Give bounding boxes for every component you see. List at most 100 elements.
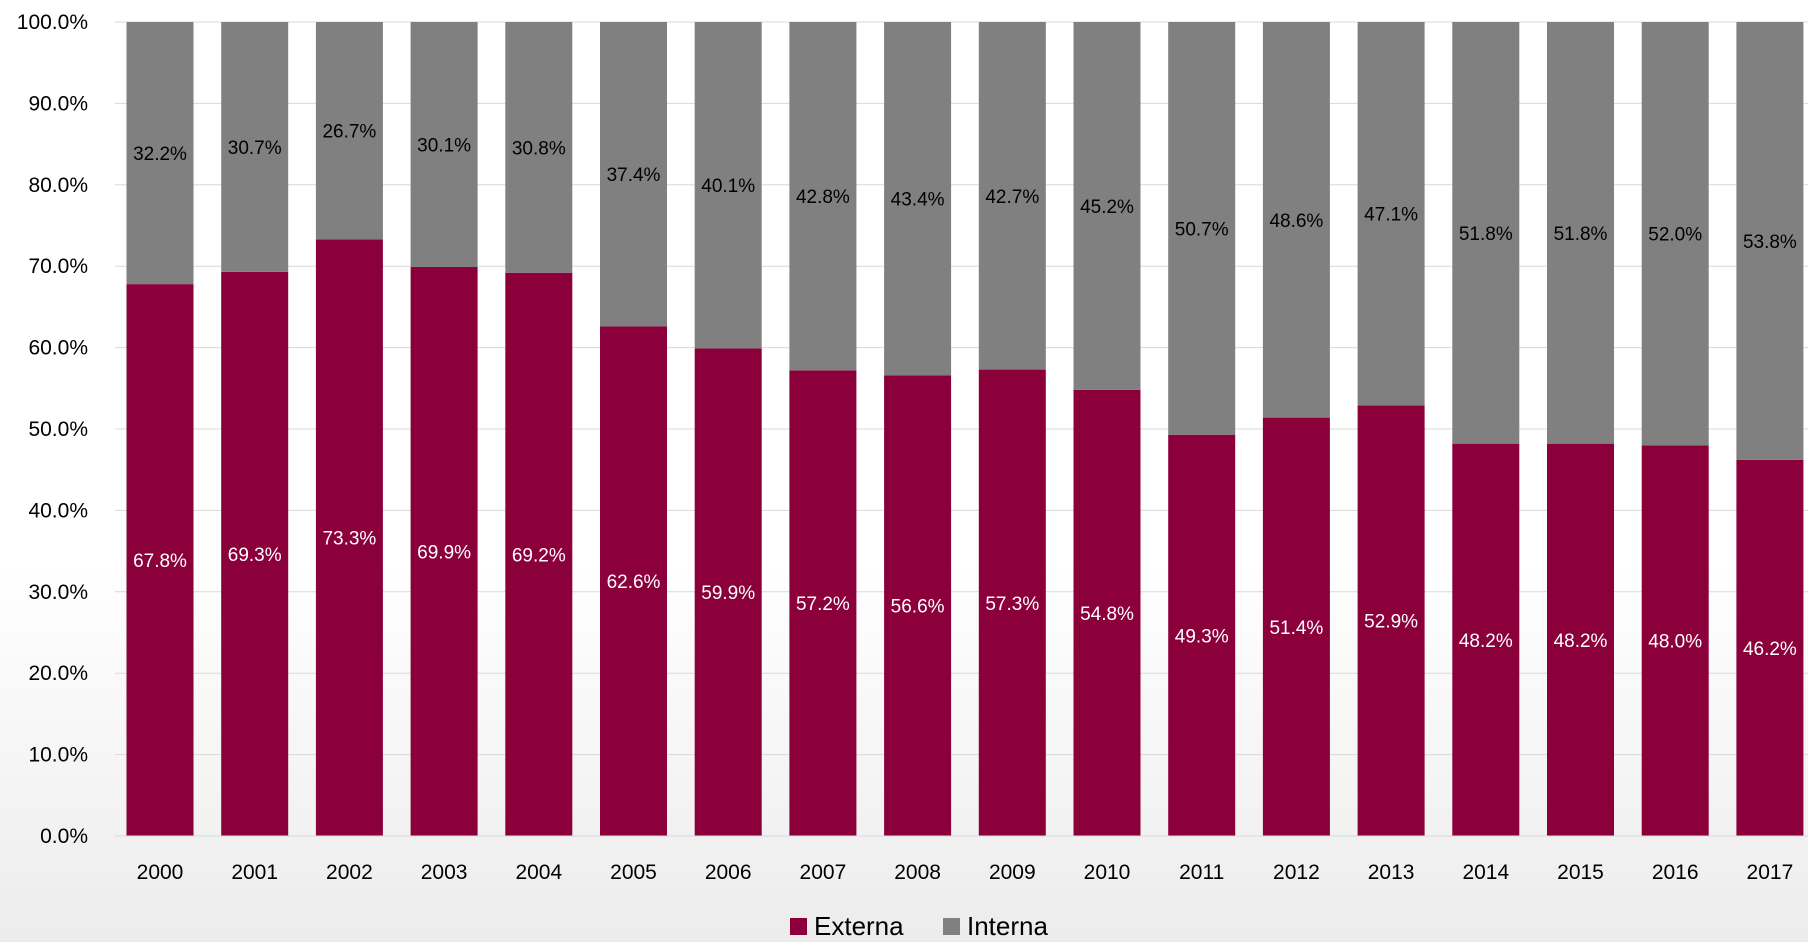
y-tick-label: 0.0%: [40, 825, 88, 848]
bar-interna: [1547, 22, 1614, 444]
bar-interna: [126, 22, 194, 285]
x-tick-label: 2013: [1368, 861, 1415, 884]
x-tick-label: 2009: [989, 861, 1036, 884]
bar-interna: [1357, 22, 1425, 406]
x-tick-label: 2014: [1462, 861, 1509, 884]
data-label-interna: 40.1%: [701, 176, 755, 197]
y-tick-label: 20.0%: [28, 662, 88, 685]
bar-externa: [1262, 417, 1330, 836]
bar-interna: [694, 22, 762, 349]
data-label-interna: 52.0%: [1648, 225, 1702, 246]
data-label-interna: 51.8%: [1554, 224, 1608, 245]
x-tick-label: 2005: [610, 861, 657, 884]
y-axis: 0.0% 10.0% 20.0% 30.0% 40.0% 50.0% 60.0% 70.0% 8…: [17, 11, 88, 848]
bar-externa: [1547, 443, 1614, 836]
data-label-externa: 49.3%: [1175, 626, 1229, 647]
x-tick-label: 2001: [231, 861, 278, 884]
y-tick-label: 50.0%: [28, 418, 88, 441]
bar-interna: [1736, 22, 1804, 460]
bar-externa: [221, 271, 289, 836]
data-label-externa: 56.6%: [891, 597, 945, 618]
bar-interna: [978, 22, 1046, 370]
bar-interna: [600, 22, 667, 327]
bar-externa: [1357, 405, 1425, 836]
bar-interna: [1073, 22, 1141, 390]
data-label-externa: 73.3%: [322, 529, 376, 550]
data-label-externa: 52.9%: [1364, 612, 1418, 633]
data-label-interna: 48.6%: [1269, 211, 1323, 232]
x-tick-label: 2002: [326, 861, 373, 884]
bar-interna: [505, 22, 573, 273]
data-label-externa: 69.9%: [417, 543, 471, 564]
x-tick-label: 2006: [705, 861, 752, 884]
y-tick-label: 100.0%: [17, 11, 88, 34]
y-tick-label: 10.0%: [28, 744, 88, 767]
data-label-interna: 50.7%: [1175, 219, 1229, 240]
data-label-externa: 69.3%: [228, 545, 282, 566]
bar-interna: [884, 22, 952, 376]
data-label-interna: 43.4%: [891, 190, 945, 211]
data-label-interna: 53.8%: [1743, 232, 1797, 253]
data-label-externa: 57.2%: [796, 594, 850, 615]
x-tick-label: 2016: [1652, 861, 1699, 884]
data-label-interna: 30.1%: [417, 136, 471, 157]
x-tick-label: 2017: [1747, 861, 1794, 884]
bar-externa: [1073, 389, 1141, 836]
data-label-interna: 26.7%: [322, 122, 376, 143]
data-label-interna: 45.2%: [1080, 197, 1134, 218]
bar-interna: [1452, 22, 1520, 444]
data-label-externa: 57.3%: [985, 594, 1039, 615]
x-tick-label: 2015: [1557, 861, 1604, 884]
data-label-interna: 51.8%: [1459, 224, 1513, 245]
bar-interna: [1262, 22, 1330, 418]
data-label-externa: 67.8%: [133, 551, 187, 572]
y-tick-label: 80.0%: [28, 174, 88, 197]
gridlines: [115, 21, 1808, 837]
bar-externa: [1168, 434, 1236, 836]
data-label-interna: 42.8%: [796, 187, 850, 208]
bar-externa: [600, 326, 667, 836]
bar-externa: [1736, 459, 1804, 836]
bar-externa: [884, 375, 952, 836]
bar-externa: [694, 348, 762, 836]
data-label-externa: 54.8%: [1080, 604, 1134, 625]
x-tick-label: 2010: [1084, 861, 1131, 884]
data-label-externa: 62.6%: [607, 572, 661, 593]
legend: Externa Interna: [790, 911, 1048, 941]
x-tick-label: 2012: [1273, 861, 1320, 884]
bar-externa: [410, 267, 478, 836]
x-axis: 2000 2001 2002 2003 2004 2005 2006 2007 2008 2009…: [115, 835, 1808, 884]
data-label-externa: 69.2%: [512, 545, 566, 566]
bars: 67.8% 32.2% 69.3% 30.7% 73.3% 26.7% 69.9% 30.1%…: [126, 22, 1804, 836]
bar-interna: [410, 22, 478, 268]
legend-label: Externa: [814, 911, 904, 941]
data-label-interna: 47.1%: [1364, 205, 1418, 226]
bar-externa: [1641, 445, 1709, 836]
y-tick-label: 90.0%: [28, 92, 88, 115]
bar-externa: [315, 239, 383, 836]
data-label-interna: 42.7%: [985, 187, 1039, 208]
x-tick-label: 2008: [894, 861, 941, 884]
bar-externa: [126, 284, 194, 836]
legend-label: Interna: [967, 911, 1048, 941]
bar-externa: [505, 272, 573, 836]
data-label-externa: 51.4%: [1269, 618, 1323, 639]
x-tick-label: 2011: [1179, 861, 1224, 884]
x-tick-label: 2004: [515, 861, 562, 884]
data-label-externa: 48.0%: [1648, 632, 1702, 653]
legend-swatch: [943, 918, 960, 935]
legend-swatch: [790, 918, 807, 935]
x-tick-label: 2007: [800, 861, 847, 884]
y-tick-label: 60.0%: [28, 337, 88, 360]
bar-externa: [1452, 443, 1520, 836]
bar-interna: [221, 22, 289, 272]
bar-interna: [1168, 22, 1236, 435]
bar-interna: [1641, 22, 1709, 446]
y-tick-label: 70.0%: [28, 255, 88, 278]
data-label-externa: 48.2%: [1554, 631, 1608, 652]
x-tick-label: 2000: [137, 861, 184, 884]
data-label-interna: 30.8%: [512, 138, 566, 159]
bar-externa: [789, 370, 857, 836]
bar-interna: [789, 22, 857, 371]
